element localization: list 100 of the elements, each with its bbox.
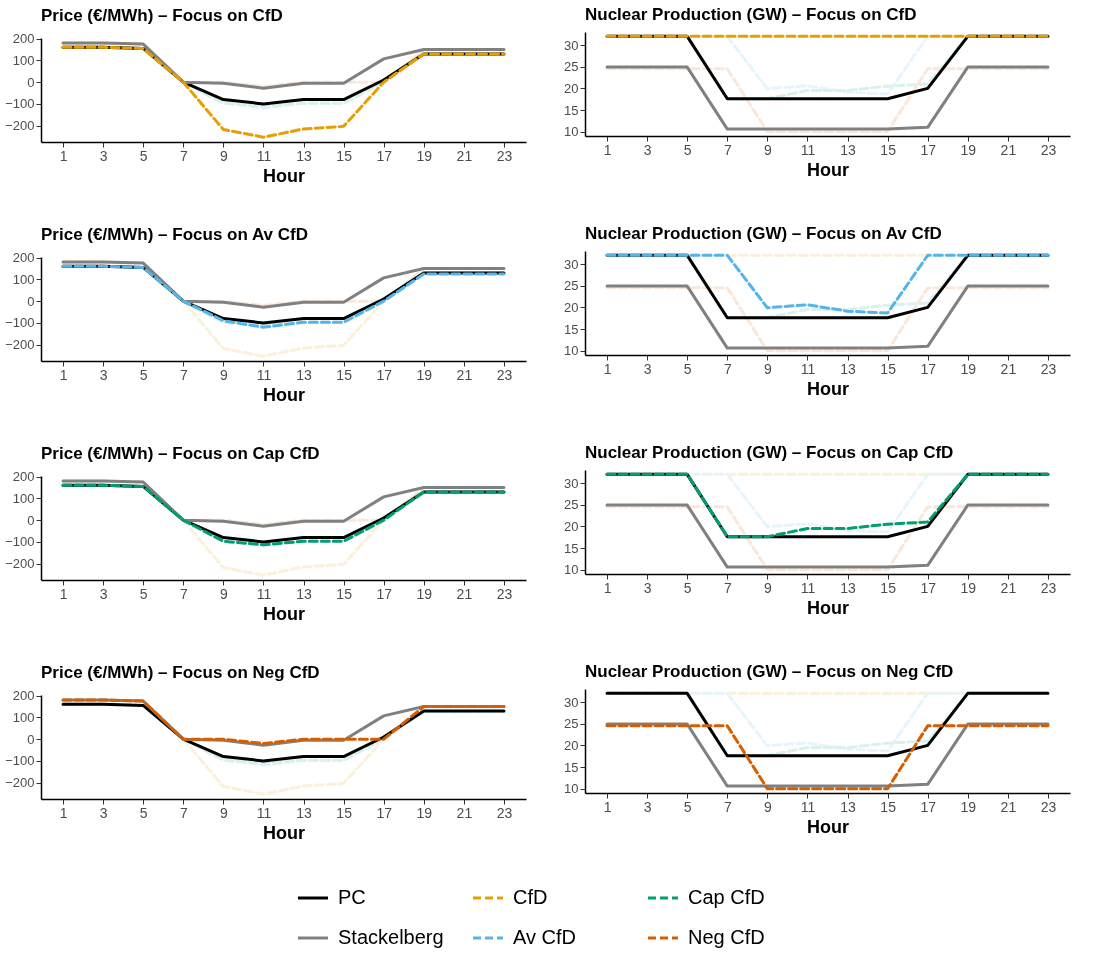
x-axis-title: Hour [807, 816, 849, 837]
x-tick-label: 7 [723, 798, 732, 815]
x-tick-label: 15 [880, 579, 897, 596]
y-tick-label: 30 [564, 256, 579, 272]
x-tick-label: 23 [1040, 141, 1057, 158]
y-tick-label: −200 [5, 118, 35, 134]
x-tick-label: 21 [1000, 579, 1017, 596]
chart-title: Price (€/MWh) – Focus on Neg CfD [41, 662, 320, 682]
x-tick-label: 17 [376, 804, 393, 821]
x-tick-label: 23 [496, 366, 513, 383]
x-tick-label: 19 [960, 798, 977, 815]
y-tick-label: 10 [564, 562, 579, 578]
x-tick-label: 1 [603, 579, 612, 596]
x-tick-label: 1 [59, 147, 68, 164]
chart-title: Price (€/MWh) – Focus on Av CfD [41, 224, 308, 244]
chart-title: Nuclear Production (GW) – Focus on Cap CfD [585, 443, 954, 462]
x-tick-label: 13 [296, 804, 313, 821]
x-tick-label: 19 [416, 804, 433, 821]
y-tick-label: 10 [564, 124, 579, 140]
x-tick-label: 13 [840, 579, 857, 596]
x-tick-label: 17 [920, 798, 937, 815]
x-tick-label: 17 [920, 579, 937, 596]
x-tick-label: 21 [1000, 798, 1017, 815]
x-tick-label: 7 [179, 804, 188, 821]
x-tick-label: 5 [139, 147, 148, 164]
x-tick-label: 19 [960, 360, 977, 377]
x-tick-label: 17 [920, 141, 937, 158]
x-axis-title: Hour [807, 159, 849, 180]
y-tick-label: 10 [564, 781, 579, 797]
legend-label: Neg CfD [688, 926, 765, 948]
y-tick-label: 100 [12, 52, 35, 68]
y-tick-label: 15 [564, 102, 579, 118]
x-tick-label: 21 [1000, 360, 1017, 377]
x-tick-label: 9 [219, 147, 228, 164]
legend-label: CfD [513, 886, 548, 908]
y-tick-label: −200 [5, 556, 35, 572]
x-tick-label: 11 [800, 798, 816, 815]
x-tick-label: 3 [99, 804, 108, 821]
x-tick-label: 17 [376, 366, 393, 383]
x-tick-label: 13 [840, 798, 857, 815]
y-tick-label: −100 [5, 96, 35, 112]
x-tick-label: 11 [800, 579, 816, 596]
legend-label: Cap CfD [688, 886, 765, 908]
x-tick-label: 5 [683, 141, 692, 158]
x-tick-label: 9 [219, 366, 228, 383]
x-tick-label: 13 [296, 585, 313, 602]
x-axis-title: Hour [263, 603, 305, 624]
x-tick-label: 7 [723, 360, 732, 377]
x-axis-title: Hour [807, 597, 849, 618]
x-axis-title: Hour [263, 165, 305, 186]
y-tick-label: 100 [12, 709, 35, 725]
x-tick-label: 15 [336, 804, 353, 821]
x-axis-title: Hour [263, 384, 305, 405]
y-tick-label: 200 [12, 250, 35, 266]
x-tick-label: 13 [840, 360, 857, 377]
chart-title: Nuclear Production (GW) – Focus on CfD [585, 5, 917, 24]
x-tick-label: 5 [139, 804, 148, 821]
x-tick-label: 17 [920, 360, 937, 377]
y-tick-label: 30 [564, 475, 579, 491]
x-tick-label: 9 [763, 798, 772, 815]
x-tick-label: 1 [59, 804, 68, 821]
y-tick-label: 0 [27, 74, 35, 90]
x-tick-label: 11 [256, 366, 272, 383]
x-tick-label: 7 [179, 147, 188, 164]
x-tick-label: 3 [99, 147, 108, 164]
x-tick-label: 21 [456, 147, 473, 164]
x-tick-label: 9 [763, 579, 772, 596]
legend-label: Av CfD [513, 926, 576, 948]
x-tick-label: 23 [1040, 360, 1057, 377]
x-tick-label: 5 [683, 798, 692, 815]
x-tick-label: 9 [763, 360, 772, 377]
x-tick-label: 17 [376, 585, 393, 602]
y-tick-label: 100 [12, 490, 35, 506]
x-tick-label: 21 [1000, 141, 1017, 158]
chart-title: Nuclear Production (GW) – Focus on Neg CfD [585, 662, 954, 681]
x-tick-label: 7 [723, 141, 732, 158]
y-tick-label: 20 [564, 80, 579, 96]
x-tick-label: 23 [496, 804, 513, 821]
x-tick-label: 23 [496, 585, 513, 602]
x-tick-label: 3 [643, 798, 652, 815]
x-tick-label: 19 [416, 366, 433, 383]
y-tick-label: −100 [5, 315, 35, 331]
x-tick-label: 19 [416, 147, 433, 164]
x-tick-label: 1 [59, 585, 68, 602]
y-tick-label: 200 [12, 469, 35, 485]
x-tick-label: 5 [683, 360, 692, 377]
x-tick-label: 11 [256, 147, 272, 164]
x-tick-label: 1 [603, 141, 612, 158]
x-tick-label: 11 [256, 804, 272, 821]
x-axis-title: Hour [263, 822, 305, 843]
y-tick-label: 10 [564, 343, 579, 359]
x-tick-label: 1 [603, 798, 612, 815]
x-tick-label: 5 [139, 585, 148, 602]
x-tick-label: 7 [179, 585, 188, 602]
x-tick-label: 19 [416, 585, 433, 602]
y-tick-label: 30 [564, 694, 579, 710]
y-tick-label: 0 [27, 512, 35, 528]
x-tick-label: 5 [683, 579, 692, 596]
x-tick-label: 19 [960, 579, 977, 596]
x-tick-label: 23 [1040, 579, 1057, 596]
